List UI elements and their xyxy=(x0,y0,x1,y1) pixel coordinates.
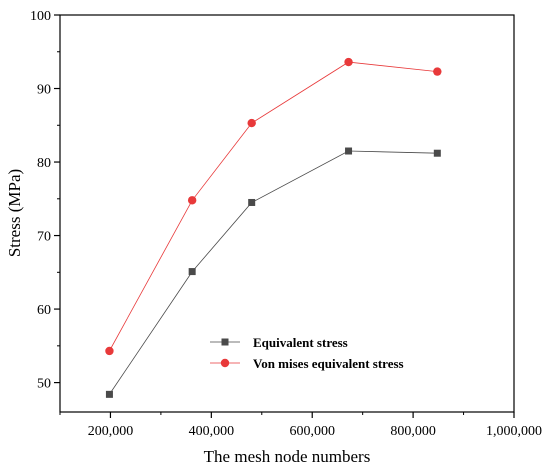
legend-label: Equivalent stress xyxy=(253,335,348,350)
data-point xyxy=(433,149,441,157)
data-point xyxy=(105,390,113,398)
data-point xyxy=(345,147,353,155)
plot-frame xyxy=(59,14,515,413)
data-point xyxy=(105,346,114,356)
x-tick-label: 1,000,000 xyxy=(486,424,542,439)
series-layer xyxy=(105,57,442,398)
x-tick-label: 800,000 xyxy=(390,424,436,439)
x-axis-title: The mesh node numbers xyxy=(204,447,371,466)
y-tick-label: 100 xyxy=(30,9,51,24)
data-point xyxy=(248,198,256,206)
x-axis-ticks: 200,000 400,000 600,000 800,000 1,000,000 xyxy=(59,412,542,439)
y-axis-ticks: 50 60 70 80 90 100 xyxy=(30,9,60,392)
x-tick-label: 200,000 xyxy=(88,424,134,439)
y-tick-label: 70 xyxy=(37,230,51,245)
legend-label: Von mises equivalent stress xyxy=(253,356,404,371)
y-tick-label: 90 xyxy=(37,83,51,98)
data-point xyxy=(433,67,442,76)
data-point xyxy=(247,118,256,128)
data-point xyxy=(187,196,197,205)
legend-marker xyxy=(220,358,230,368)
x-tick-label: 400,000 xyxy=(189,424,235,439)
data-point xyxy=(344,57,353,67)
y-tick-label: 50 xyxy=(37,377,51,392)
y-tick-label: 60 xyxy=(37,303,51,318)
y-tick-label: 80 xyxy=(37,156,51,171)
series-line xyxy=(109,61,438,352)
data-point xyxy=(188,268,196,276)
legend: Equivalent stress Von mises equivalent st… xyxy=(210,335,404,371)
y-axis-title: Stress (MPa) xyxy=(5,169,24,257)
legend-marker xyxy=(221,338,229,346)
x-tick-label: 600,000 xyxy=(289,424,335,439)
